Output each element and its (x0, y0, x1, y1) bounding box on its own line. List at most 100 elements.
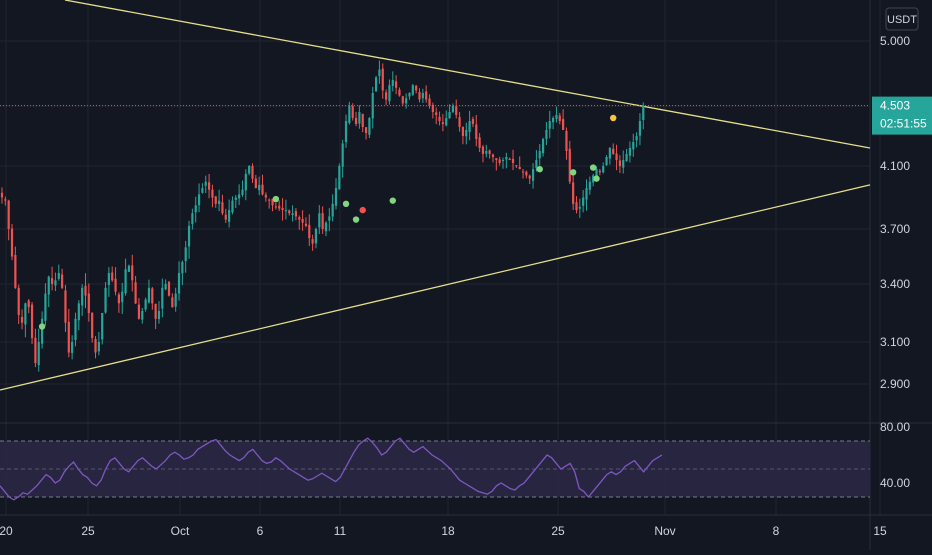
candle-body (562, 119, 565, 130)
signal-marker (536, 165, 543, 173)
candle-body (351, 106, 354, 118)
signal-marker (610, 114, 617, 122)
candle-body (475, 124, 478, 139)
candle-body (632, 142, 635, 150)
candle-body (251, 166, 254, 179)
candle-body (0, 192, 4, 198)
candle-body (20, 316, 24, 323)
candle-body (388, 85, 391, 102)
candle-body (84, 285, 87, 296)
candle-body (368, 118, 371, 135)
candle-body (74, 318, 77, 341)
candle-body (228, 210, 231, 222)
candle-body (568, 148, 571, 182)
candle-body (154, 303, 157, 319)
candle-body (338, 166, 341, 190)
candle-body (164, 284, 167, 290)
candle-body (461, 126, 465, 136)
candle-body (197, 194, 201, 206)
candle-body (441, 122, 444, 124)
candle-body (552, 118, 555, 123)
signal-marker (359, 206, 366, 214)
candle-body (131, 265, 134, 281)
time-axis-tick-label: 20 (0, 524, 13, 538)
candle-body (278, 205, 281, 209)
candle-body (111, 272, 114, 281)
candle-body (54, 280, 57, 286)
candle-body (167, 281, 171, 296)
candle-body (117, 294, 120, 304)
time-axis-tick-label: Oct (171, 524, 190, 538)
trendlines (0, 0, 871, 391)
candle-body (344, 121, 348, 143)
candle-body (288, 210, 291, 214)
candle-body (458, 117, 461, 127)
candle-body (558, 115, 561, 121)
candle-body (10, 228, 14, 257)
candle-body (592, 175, 595, 183)
signal-marker (38, 323, 46, 330)
candle-body (612, 148, 615, 154)
candle-body (488, 150, 491, 154)
candle-body (334, 188, 338, 206)
candle-body (428, 98, 431, 106)
time-axis-tick-label: 25 (81, 524, 95, 538)
candle-body (81, 287, 84, 306)
time-axis-tick-label: 18 (441, 524, 455, 538)
candle-body (314, 229, 318, 244)
candle-body (548, 121, 551, 129)
candle-body (625, 154, 628, 162)
candle-body (515, 165, 518, 167)
candle-body (104, 287, 107, 313)
candle-body (187, 225, 191, 247)
trendline-lower (0, 184, 871, 391)
price-axis-tick-label: 3.100 (880, 335, 910, 349)
price-axis-tick-label: 5.000 (880, 34, 910, 48)
candle-body (505, 157, 508, 160)
candle-body (485, 151, 488, 154)
candle-body (398, 89, 401, 96)
candle-body (271, 198, 274, 206)
candle-body (521, 171, 525, 173)
last-price-label: 4.503 (880, 99, 910, 113)
candle-body (204, 181, 207, 186)
candle-body (638, 121, 642, 136)
candle-body (545, 130, 548, 139)
candle-body (622, 160, 625, 168)
candle-body (535, 160, 538, 169)
candle-body (34, 337, 37, 363)
trendline-upper (64, 0, 871, 149)
candle-body (341, 143, 344, 167)
candle-body (411, 85, 414, 95)
candle-body (107, 273, 110, 286)
candle-body (268, 199, 271, 201)
candle-body (608, 148, 611, 159)
candle-body (191, 213, 194, 225)
candle-body (40, 318, 44, 344)
candle-body (94, 338, 97, 353)
signal-marker (593, 175, 600, 182)
axes: USDT5.0004.5004.1003.7003.4003.1002.9004… (0, 7, 932, 538)
candle-body (401, 96, 404, 104)
candle-body (391, 80, 394, 86)
candle-body (234, 197, 237, 200)
candle-body (254, 178, 257, 189)
signal-marker (569, 169, 577, 176)
price-axis-tick-label: 4.100 (880, 159, 910, 173)
candle-body (438, 116, 441, 121)
candle-body (421, 93, 424, 99)
candle-body (588, 181, 591, 190)
candle-body (201, 188, 204, 193)
candle-body (177, 273, 181, 294)
time-axis-tick-label: 8 (773, 524, 780, 538)
candle-body (77, 303, 80, 321)
candle-body (151, 288, 154, 304)
candle-body (134, 282, 137, 304)
candle-body (47, 276, 50, 295)
candle-body (642, 106, 645, 121)
candle-body (181, 262, 184, 274)
candle-body (595, 169, 598, 177)
candle-body (231, 200, 234, 213)
candle-body (374, 77, 378, 92)
